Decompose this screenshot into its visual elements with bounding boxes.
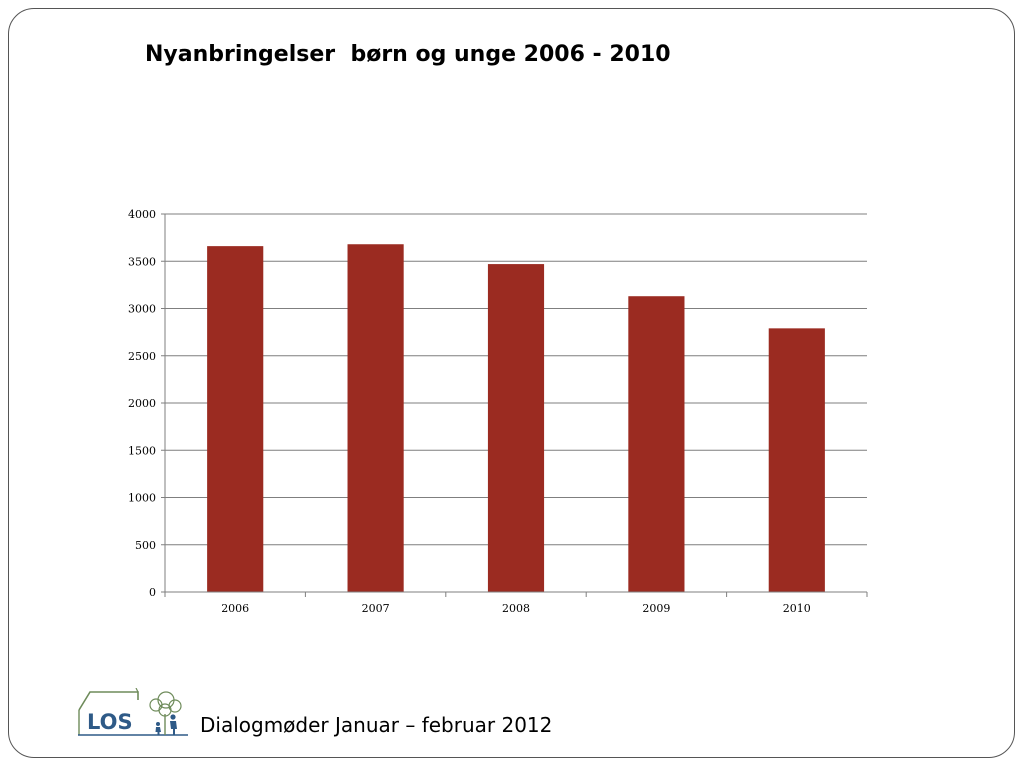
people-icon	[155, 714, 177, 735]
y-tick-label: 2500	[128, 350, 156, 363]
bar-2008	[487, 264, 545, 592]
x-tick-label: 2008	[502, 602, 530, 615]
chart-labels: 0 500 1000 1500 2000 2500 3000 3500 4000 2006 2007…	[128, 208, 811, 615]
y-tick-label: 2000	[128, 397, 156, 410]
los-logo	[78, 688, 188, 736]
x-tick-label: 2010	[783, 602, 811, 615]
chart-axes	[161, 213, 868, 597]
slide-title: Nyanbringelser børn og unge 2006 - 2010	[145, 42, 671, 67]
house-roof-icon	[78, 691, 139, 711]
tree-icon	[149, 691, 182, 735]
y-tick-label: 3000	[128, 303, 156, 316]
x-tick-label: 2006	[221, 602, 249, 615]
y-tick-label: 1000	[128, 492, 156, 505]
slide-frame	[8, 8, 1015, 758]
logo-text: LOS	[87, 710, 133, 734]
bar-2006	[207, 246, 264, 592]
bar-2007	[347, 244, 404, 593]
chart-bars	[207, 244, 825, 593]
y-tick-label: 3500	[128, 255, 156, 268]
y-tick-label: 500	[135, 539, 156, 552]
y-tick-label: 0	[149, 586, 156, 599]
y-tick-label: 4000	[128, 208, 156, 221]
bar-2010	[768, 328, 825, 592]
x-tick-label: 2007	[362, 602, 390, 615]
footer-text: Dialogmøder Januar – februar 2012	[200, 713, 553, 737]
bar-2009	[628, 296, 685, 592]
x-tick-label: 2009	[642, 602, 670, 615]
y-tick-label: 1500	[128, 444, 156, 457]
